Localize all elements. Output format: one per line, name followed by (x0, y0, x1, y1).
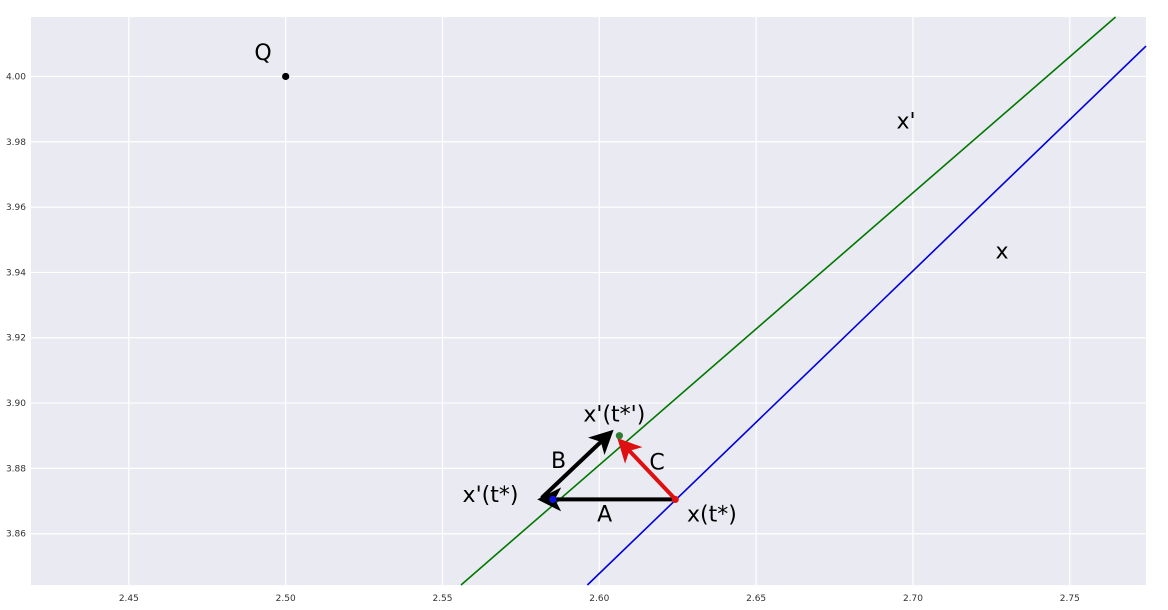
label-xprime-tstar: x'(t*) (463, 483, 519, 508)
x-tick-label: 2.65 (746, 594, 766, 604)
point-xprime-tstarprime (615, 432, 623, 440)
y-tick-label: 3.92 (6, 334, 26, 344)
arrow-b (540, 429, 614, 500)
y-tick-label: 3.88 (6, 464, 26, 474)
label-b: B (551, 449, 566, 474)
x-tick-label: 2.45 (119, 594, 139, 604)
y-tick-label: 3.90 (6, 399, 26, 409)
label-q: Q (254, 41, 271, 66)
arrow-c (617, 438, 677, 501)
x-tick-label: 2.60 (589, 594, 609, 604)
x-tick-label: 2.70 (903, 594, 923, 604)
label-xprime-tstarprime: x'(t*') (583, 402, 645, 427)
y-tick-label: 3.94 (6, 268, 26, 278)
point-x-tstar (671, 495, 679, 504)
point-xprime-tstar (549, 495, 557, 504)
y-tick-label: 3.96 (6, 203, 26, 213)
label-x-tstar: x(t*) (687, 502, 737, 527)
point-q (282, 72, 290, 81)
annotations: Qx' x x'(t*') B C Ax'(t*) x(t*) (254, 41, 1008, 527)
y-tick-label: 3.98 (6, 138, 26, 148)
label-xprime: x' (897, 110, 916, 135)
arrows (537, 429, 677, 512)
label-c: C (649, 450, 664, 475)
series-line-xprime (460, 16, 1117, 586)
series-lines (460, 16, 1147, 586)
y-tick-label: 3.86 (6, 530, 26, 540)
y-axis-ticks: 3.86 3.88 3.90 3.92 3.94 3.96 3.98 4.00 (6, 72, 26, 539)
x-tick-label: 2.50 (276, 594, 296, 604)
x-tick-label: 2.55 (432, 594, 452, 604)
x-axis-ticks: 2.45 2.50 2.55 2.60 2.65 2.70 2.75 (119, 594, 1080, 604)
plot-area (31, 17, 1146, 585)
label-a: A (597, 502, 612, 527)
x-tick-label: 2.75 (1060, 594, 1080, 604)
points (282, 72, 679, 504)
y-tick-label: 4.00 (6, 72, 26, 82)
label-x: x (996, 239, 1009, 264)
series-line-x (586, 45, 1147, 586)
grid (31, 17, 1146, 585)
